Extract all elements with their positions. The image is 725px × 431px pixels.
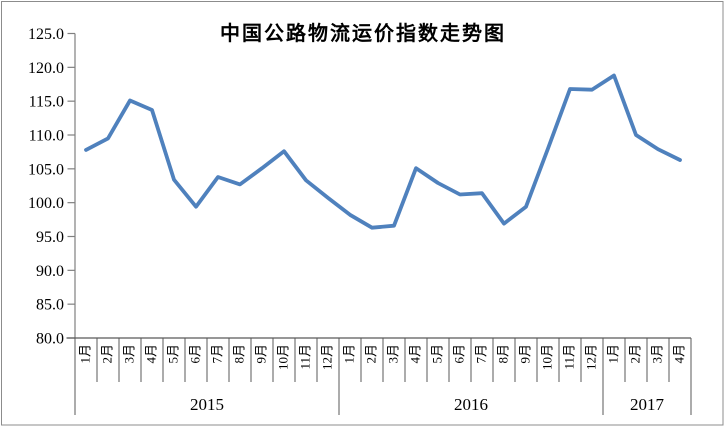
month-label: 1月 xyxy=(606,344,621,364)
month-label: 6月 xyxy=(452,344,467,364)
month-label: 4月 xyxy=(672,344,687,364)
month-label: 11月 xyxy=(562,344,577,370)
month-label: 7月 xyxy=(474,344,489,364)
month-label: 9月 xyxy=(518,344,533,364)
y-tick-label: 125.0 xyxy=(28,26,64,43)
month-label: 1月 xyxy=(78,344,93,364)
month-label: 2月 xyxy=(628,344,643,364)
month-label: 3月 xyxy=(122,344,137,364)
month-label: 6月 xyxy=(188,344,203,364)
year-label: 2015 xyxy=(190,395,224,414)
month-label: 5月 xyxy=(430,344,445,364)
month-label: 3月 xyxy=(386,344,401,364)
month-label: 12月 xyxy=(584,344,599,370)
y-tick-label: 85.0 xyxy=(36,297,64,314)
freight-index-line xyxy=(84,73,682,230)
chart-title: 中国公路物流运价指数走势图 xyxy=(220,21,506,45)
month-label: 1月 xyxy=(342,344,357,364)
month-label: 4月 xyxy=(144,344,159,364)
month-label: 8月 xyxy=(496,344,511,364)
month-label: 10月 xyxy=(540,344,555,370)
y-tick-label: 90.0 xyxy=(36,263,64,280)
month-label: 11月 xyxy=(298,344,313,370)
y-tick-label: 100.0 xyxy=(28,195,64,212)
month-label: 3月 xyxy=(650,344,665,364)
month-label: 2月 xyxy=(100,344,115,364)
month-label: 8月 xyxy=(232,344,247,364)
y-tick-label: 105.0 xyxy=(28,161,64,178)
y-tick-label: 110.0 xyxy=(29,128,64,145)
y-tick-label: 95.0 xyxy=(36,229,64,246)
month-label: 10月 xyxy=(276,344,291,370)
y-tick-label: 115.0 xyxy=(29,94,64,111)
y-tick-label: 120.0 xyxy=(28,60,64,77)
month-label: 2月 xyxy=(364,344,379,364)
y-tick-label: 80.0 xyxy=(36,331,64,348)
month-label: 7月 xyxy=(210,344,225,364)
year-label: 2016 xyxy=(454,395,488,414)
month-label: 12月 xyxy=(320,344,335,370)
month-label: 9月 xyxy=(254,344,269,364)
month-label: 4月 xyxy=(408,344,423,364)
month-label: 5月 xyxy=(166,344,181,364)
year-label: 2017 xyxy=(630,395,665,414)
